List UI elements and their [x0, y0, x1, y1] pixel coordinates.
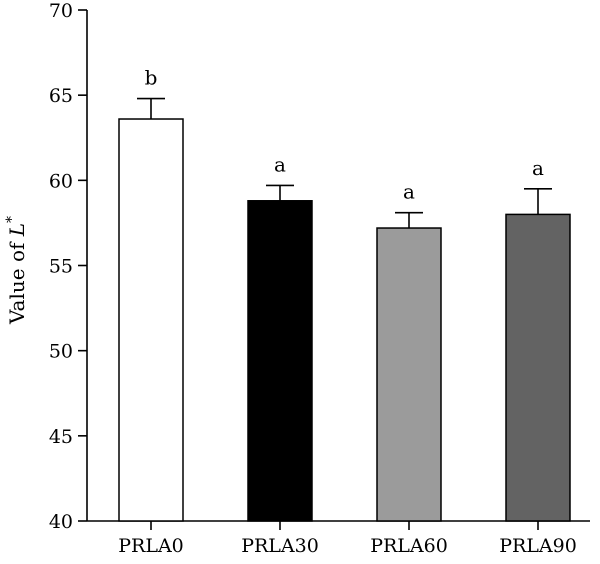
y-tick-label: 50	[49, 341, 73, 363]
significance-letter: a	[274, 152, 286, 176]
category-label: PRLA90	[499, 535, 577, 557]
significance-letter: a	[403, 180, 415, 204]
y-tick-label: 70	[49, 0, 73, 22]
bar	[247, 200, 313, 522]
labels: PRLA0 b PRLA30 a PRLA60 a PRLA90 a	[118, 66, 577, 557]
bar	[505, 213, 571, 522]
bar	[376, 227, 442, 522]
significance-letter: b	[145, 66, 158, 90]
category-label: PRLA0	[118, 535, 184, 557]
significance-letter: a	[532, 156, 544, 180]
y-axis-label-text: Value of	[5, 236, 29, 325]
bars	[118, 118, 571, 522]
bar	[118, 118, 184, 522]
y-axis-label: Value of L*	[4, 216, 29, 325]
y-axis-label-italic: L	[5, 223, 29, 237]
category-label: PRLA60	[370, 535, 448, 557]
y-tick-label: 55	[49, 256, 73, 278]
error-bars	[137, 97, 552, 229]
y-tick-label: 45	[49, 426, 73, 448]
category-label: PRLA30	[241, 535, 319, 557]
y-axis-label-sup: *	[4, 216, 20, 223]
y-tick-label: 40	[49, 511, 73, 533]
y-tick-label: 60	[49, 170, 73, 192]
y-tick-label: 65	[49, 85, 73, 107]
